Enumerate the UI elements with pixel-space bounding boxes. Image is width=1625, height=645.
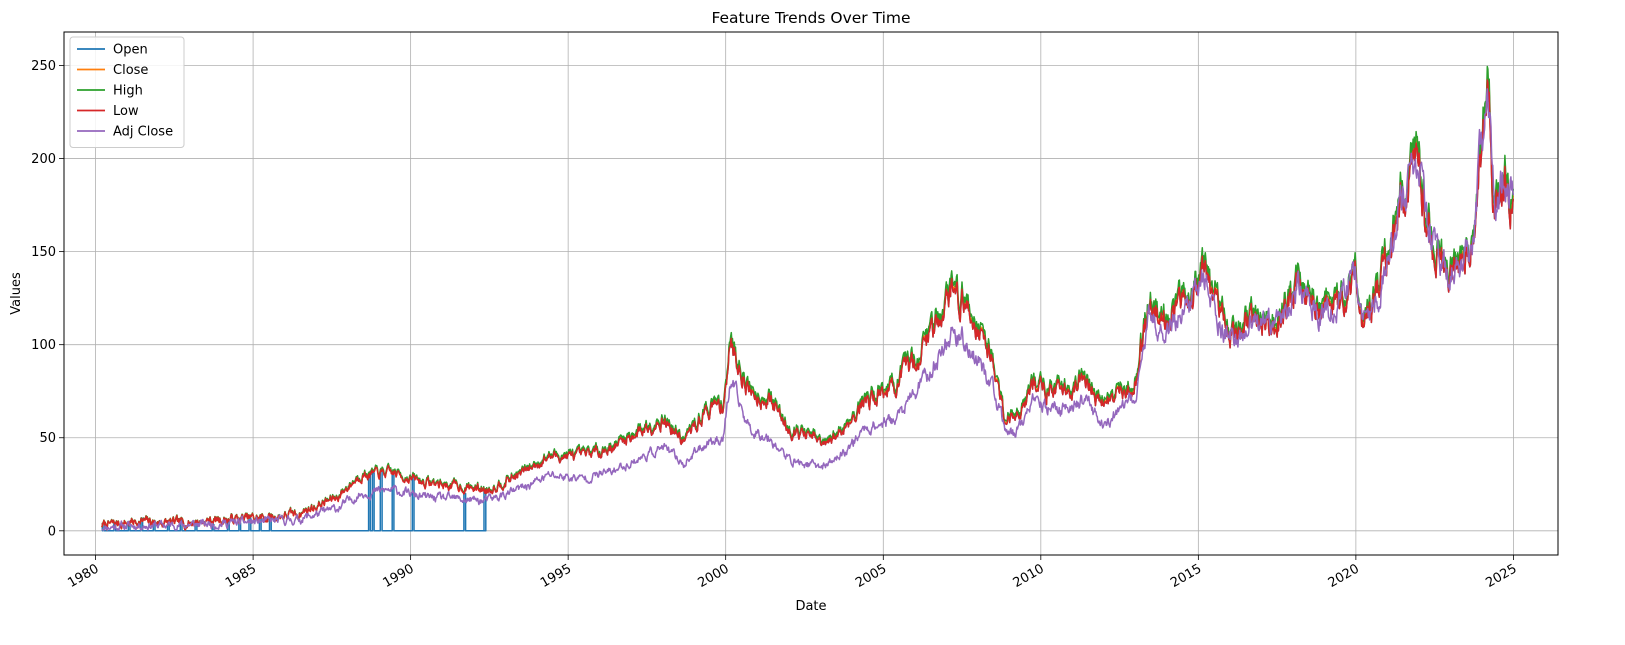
legend-entry: Open [113,43,148,58]
series-lines [101,65,1515,532]
y-tick-label: 200 [31,152,56,167]
legend-entry: High [113,84,143,99]
y-tick-label: 250 [31,59,56,74]
y-axis: 0 50 100 150 200 250 [31,59,64,539]
x-axis-label: Date [795,599,826,614]
legend: Open Close High Low Adj Close [69,36,185,148]
chart-title: Feature Trends Over Time [711,9,910,27]
series-line-low [101,79,1515,531]
y-axis-label: Values [9,272,24,315]
y-tick-label: 0 [48,524,56,539]
legend-entry: Close [113,63,148,78]
legend-entry: Low [113,104,139,119]
legend-entry: Adj Close [113,125,173,140]
legend-box [69,36,185,148]
y-tick-label: 50 [39,431,56,446]
y-tick-label: 100 [31,338,56,353]
series-line-adj-close [101,88,1515,531]
y-tick-label: 150 [31,245,56,260]
plot-frame [63,31,1559,556]
